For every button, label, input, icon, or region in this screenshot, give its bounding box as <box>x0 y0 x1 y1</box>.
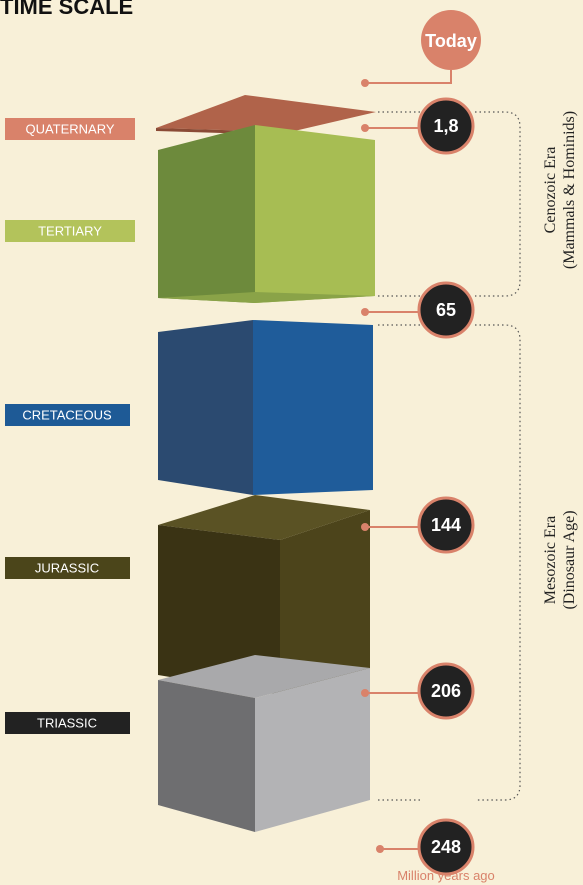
dot <box>361 79 369 87</box>
marker-group <box>361 99 473 874</box>
footer: Million years ago <box>397 868 495 883</box>
connector <box>365 70 451 83</box>
era-note: (Mammals & Hominids) <box>561 111 578 269</box>
period-label: CRETACEOUS <box>22 407 112 422</box>
marker-label: 144 <box>431 515 461 535</box>
era-name: Mesozoic Era <box>542 516 559 604</box>
marker-label: 65 <box>436 300 456 320</box>
era-name: Cenozoic Era <box>542 147 559 234</box>
marker-label: 248 <box>431 837 461 857</box>
period-label: TERTIARY <box>38 223 102 238</box>
today-label: Today <box>425 31 477 51</box>
marker-label: 1,8 <box>433 116 458 136</box>
marker-label: 206 <box>431 681 461 701</box>
period-label: QUATERNARY <box>25 121 114 136</box>
blocks <box>156 95 376 832</box>
period-label: JURASSIC <box>35 560 99 575</box>
era-note: (Dinosaur Age) <box>561 510 578 609</box>
time-scale: TIME SCALE Today QUATERNARY TERTIARY CRE… <box>0 0 583 885</box>
title: TIME SCALE <box>0 0 133 19</box>
period-label: TRIASSIC <box>37 715 97 730</box>
